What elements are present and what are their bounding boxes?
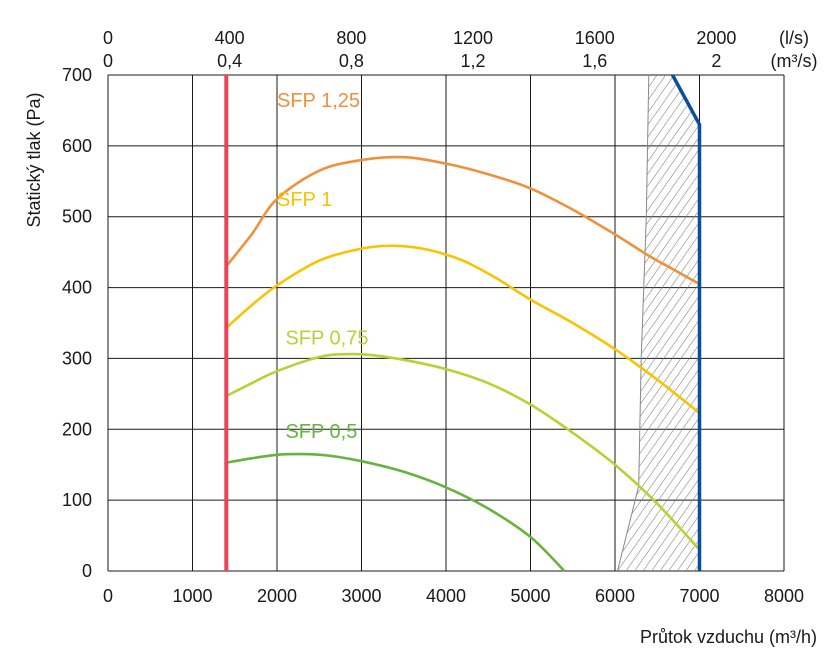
top-tick-m3s: 1,6 [582, 51, 607, 71]
series-line-1 [225, 244, 701, 415]
hatched-region [617, 74, 700, 572]
top-axis-unit-ls: (l/s) [779, 28, 809, 48]
x-tick-label: 1000 [172, 586, 212, 606]
x-tick-label: 6000 [595, 586, 635, 606]
y-tick-label: 300 [62, 348, 92, 368]
series-line-3 [226, 452, 566, 572]
top-tick-ls: 1200 [453, 28, 493, 48]
max-flow-line [670, 74, 702, 571]
top-tick-ls: 800 [336, 28, 366, 48]
top-tick-m3s: 0,4 [217, 51, 242, 71]
x-tick-label: 3000 [341, 586, 381, 606]
series-label-1: SFP 1 [277, 189, 332, 211]
top-tick-m3s: 0 [103, 51, 113, 71]
y-tick-label: 0 [82, 561, 92, 581]
y-tick-label: 700 [62, 65, 92, 85]
y-axis-title: Statický tlak (Pa) [24, 92, 44, 227]
top-tick-m3s: 1,2 [461, 51, 486, 71]
x-tick-label: 5000 [510, 586, 550, 606]
series-line-2 [225, 352, 701, 551]
x-tick-label: 2000 [257, 586, 297, 606]
series-labels: SFP 1,25 SFP 1 SFP 0,75 SFP 0,5 [277, 90, 368, 443]
x-tick-label: 0 [103, 586, 113, 606]
limit-lines [224, 74, 702, 571]
x-axis-title: Průtok vzduchu (m³/h) [640, 627, 817, 647]
top-tick-m3s: 2 [711, 51, 721, 71]
series-label-3: SFP 0,5 [285, 421, 357, 443]
top-tick-ls: 1600 [575, 28, 615, 48]
hatched-area [617, 75, 700, 571]
x-tick-label: 4000 [426, 586, 466, 606]
x-tick-label: 8000 [764, 586, 804, 606]
x-tick-labels: 0 1000 2000 3000 4000 5000 6000 7000 8000 [103, 586, 804, 606]
top-tick-ls: 2000 [696, 28, 736, 48]
top-axis-unit-m3s: (m³/s) [771, 51, 818, 71]
x-tick-label: 7000 [679, 586, 719, 606]
y-tick-label: 100 [62, 490, 92, 510]
y-tick-label: 200 [62, 419, 92, 439]
y-tick-label: 500 [62, 207, 92, 227]
series-line-0 [225, 155, 701, 286]
unit-m3s-text: (m³/s) [771, 51, 818, 71]
top-tick-m3s: 0,8 [339, 51, 364, 71]
top-tick-ls: 400 [215, 28, 245, 48]
series-label-0: SFP 1,25 [277, 90, 360, 112]
y-tick-label: 600 [62, 136, 92, 156]
series-label-2: SFP 0,75 [285, 327, 368, 349]
top-axis-labels: 0 0 400 0,4 800 0,8 1200 1,2 1600 1,6 2000 2 [103, 28, 736, 71]
series-lines [225, 155, 701, 572]
top-tick-ls: 0 [103, 28, 113, 48]
y-tick-labels: 0 100 200 300 400 500 600 700 [62, 65, 92, 581]
y-tick-label: 400 [62, 278, 92, 298]
hatched-area-edge [617, 74, 650, 572]
